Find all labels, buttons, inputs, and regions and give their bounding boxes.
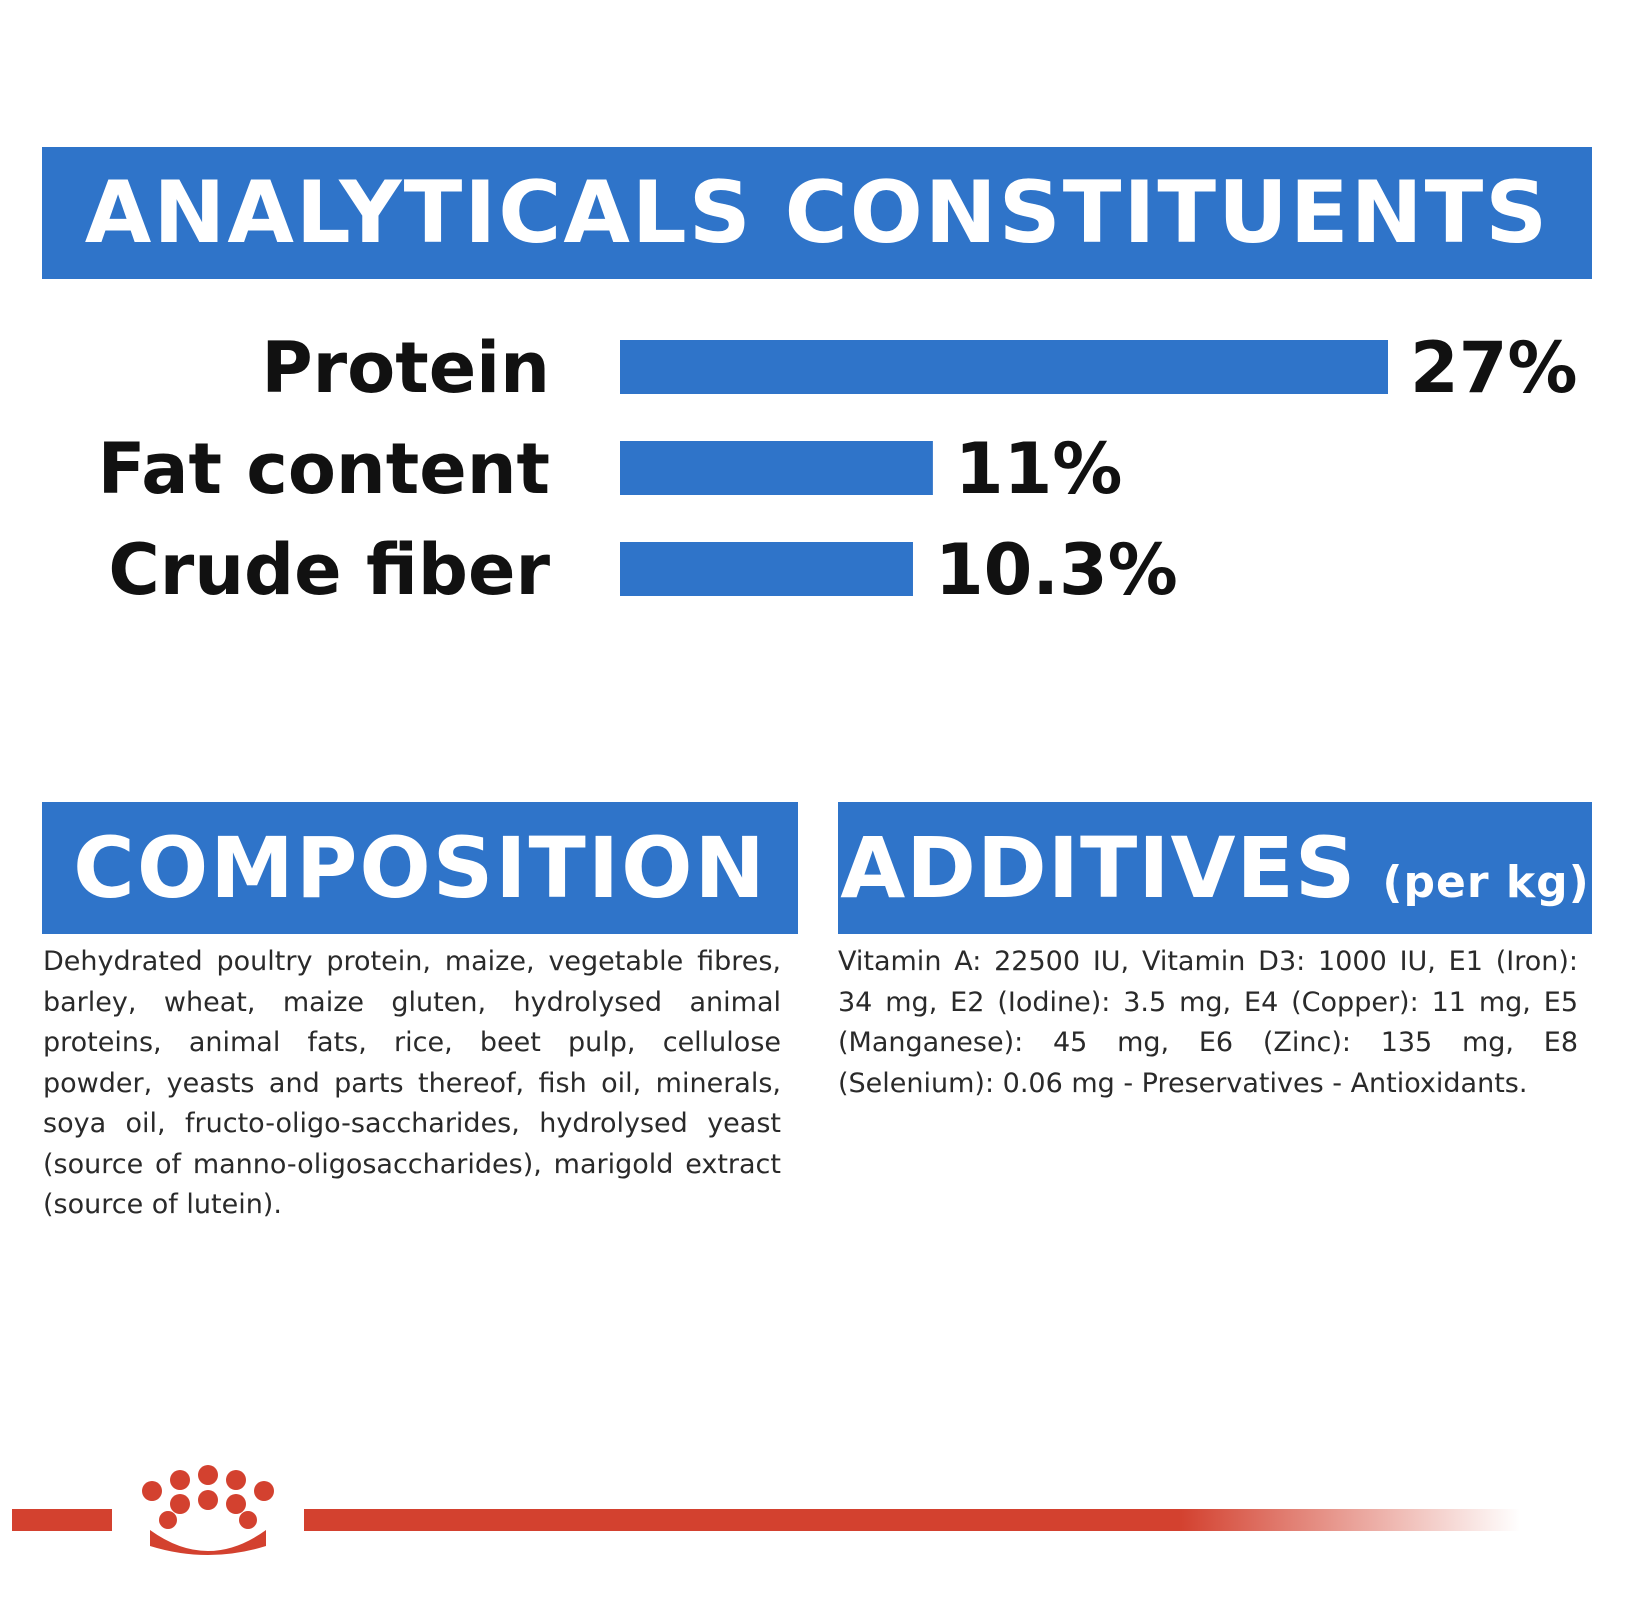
- additives-title: ADDITIVES: [840, 819, 1357, 917]
- additives-banner: ADDITIVES (per kg): [838, 802, 1592, 934]
- bar-value-label-2: 10.3%: [935, 529, 1178, 611]
- bar-value-label-1: 11%: [955, 428, 1123, 510]
- footer-brand-strip: [12, 1465, 1520, 1555]
- crown-paw-logo-icon: [142, 1465, 274, 1555]
- bar-0: [620, 340, 1388, 394]
- composition-title: COMPOSITION: [73, 819, 767, 917]
- analytical-constituents-banner: ANALYTICALS CONSTITUENTS: [42, 147, 1592, 279]
- footer-line-right: [304, 1509, 1520, 1531]
- analytical-bar-chart: Protein 27% Fat content 11% Crude fiber 10.3%: [98, 327, 1578, 611]
- bar-label-0: Protein: [261, 327, 550, 409]
- footer-line-left: [12, 1509, 112, 1531]
- bar-2: [620, 542, 913, 596]
- analytical-constituents-title: ANALYTICALS CONSTITUENTS: [84, 163, 1550, 263]
- composition-banner: COMPOSITION: [42, 802, 798, 934]
- bar-value-label-0: 27%: [1410, 327, 1578, 409]
- composition-text: Dehydrated poultry protein, maize, veget…: [43, 946, 781, 1220]
- bar-label-2: Crude fiber: [108, 529, 550, 611]
- additives-text: Vitamin A: 22500 IU, Vitamin D3: 1000 IU…: [838, 946, 1578, 1099]
- bar-label-1: Fat content: [98, 428, 550, 510]
- additives-title-suffix: (per kg): [1382, 856, 1590, 908]
- bar-1: [620, 441, 933, 495]
